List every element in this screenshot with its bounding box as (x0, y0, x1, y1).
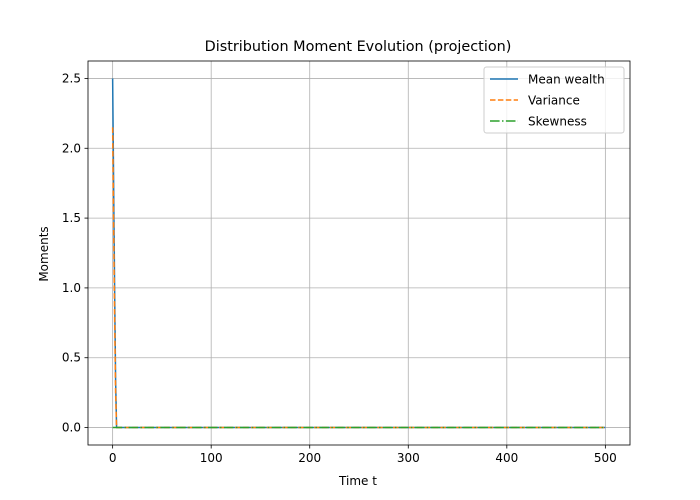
plot-area: 0 100 200 300 400 500 0.0 0.5 1.0 1.5 2.0 2.5 (62, 60, 631, 465)
y-tick-label: 2.5 (62, 71, 81, 85)
legend-label: Mean wealth (528, 73, 605, 87)
x-tick-label: 200 (298, 451, 321, 465)
x-axis-label: Time t (338, 474, 377, 488)
chart-title: Distribution Moment Evolution (projectio… (205, 39, 512, 55)
x-tick-label: 100 (200, 451, 223, 465)
legend-label: Skewness (528, 115, 587, 129)
axes-frame (87, 60, 631, 446)
x-tick-label: 0 (109, 451, 117, 465)
legend-box (483, 66, 625, 134)
legend-label: Variance (528, 94, 580, 108)
x-tick-label: 400 (495, 451, 518, 465)
y-tick-label: 2.0 (62, 141, 81, 155)
y-tick-label: 1.0 (62, 281, 81, 295)
y-tick-label: 1.5 (62, 211, 81, 225)
x-tick-label: 300 (397, 451, 420, 465)
y-tick-label: 0.5 (62, 351, 81, 365)
x-tick-label: 500 (594, 451, 617, 465)
y-axis-label: Moments (37, 226, 51, 281)
y-tick-label: 0.0 (62, 421, 81, 435)
legend: Mean wealth Variance Skewness (483, 66, 625, 134)
